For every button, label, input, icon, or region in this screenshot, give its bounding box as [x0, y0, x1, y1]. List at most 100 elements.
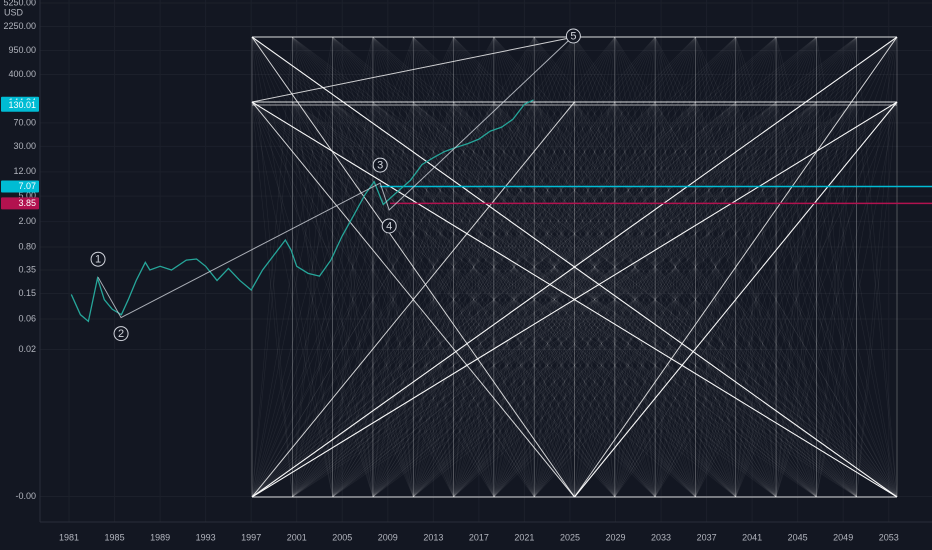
- fan-line: [654, 36, 898, 498]
- fan-line: [574, 101, 656, 498]
- fan-line: [493, 101, 616, 498]
- fan-line: [332, 36, 454, 498]
- x-tick-label: 2009: [378, 532, 398, 542]
- fan-line: [453, 101, 495, 498]
- fan-line: [372, 101, 898, 498]
- fan-line: [453, 36, 535, 498]
- fan-line: [251, 36, 454, 498]
- fan-line: [533, 101, 898, 498]
- fan-line: [413, 101, 817, 498]
- fan-line: [251, 101, 535, 498]
- fan-line: [292, 101, 736, 498]
- fan-line: [372, 101, 696, 498]
- fan-line: [614, 36, 656, 498]
- fan-line: [533, 101, 656, 498]
- fan-line: [574, 101, 817, 498]
- fan-line: [533, 36, 656, 498]
- fan-line: [493, 101, 857, 498]
- fan-line: [453, 36, 898, 498]
- fan-line: [493, 36, 616, 498]
- fan-line: [574, 101, 656, 498]
- fan-main-line: [251, 36, 575, 498]
- fan-line: [372, 101, 898, 498]
- fan-line: [332, 101, 374, 498]
- fan-line: [292, 101, 414, 498]
- fan-line: [251, 101, 293, 498]
- fan-line: [574, 101, 696, 498]
- fan-main-line: [574, 101, 898, 498]
- y-tick-label: -0.00: [15, 491, 36, 501]
- fan-line: [292, 101, 495, 498]
- y-tick-label: 2250.00: [3, 21, 36, 31]
- fan-line: [251, 36, 535, 498]
- x-tick-label: 1993: [196, 532, 216, 542]
- fan-line: [856, 101, 898, 498]
- fan-line: [372, 36, 495, 498]
- fan-line: [332, 36, 374, 498]
- fan-line: [816, 101, 898, 498]
- fan-line: [332, 36, 736, 498]
- fan-line: [292, 101, 817, 498]
- fan-line: [574, 101, 616, 498]
- fan-line: [372, 36, 616, 498]
- fan-line: [533, 101, 777, 498]
- fan-line: [574, 101, 777, 498]
- fan-line: [654, 36, 737, 498]
- fan-line: [574, 36, 616, 498]
- fan-line: [412, 36, 616, 498]
- fan-line: [292, 101, 616, 498]
- fan-line: [372, 36, 535, 498]
- fan-line: [574, 101, 696, 498]
- fan-line: [533, 101, 737, 498]
- fan-line: [332, 101, 454, 498]
- fan-line: [332, 36, 374, 498]
- fan-line: [735, 36, 857, 498]
- fan-line: [574, 101, 737, 498]
- fan-line: [332, 36, 898, 498]
- fan-line: [453, 101, 575, 498]
- fan-line: [332, 101, 414, 498]
- fan-line: [695, 101, 898, 498]
- price-tag-label: 130.01: [8, 100, 36, 110]
- fan-line: [412, 36, 454, 498]
- fan-line: [775, 101, 898, 498]
- fan-line: [292, 101, 414, 498]
- fan-line: [695, 101, 737, 498]
- fan-line: [332, 36, 575, 498]
- fan-line: [453, 101, 495, 498]
- fan-line: [332, 101, 857, 498]
- fan-line: [574, 36, 817, 498]
- fan-line: [292, 101, 656, 498]
- fan-line: [574, 36, 696, 498]
- y-tick-label: 5.00: [18, 191, 36, 201]
- fan-line: [332, 101, 736, 498]
- fan-line: [533, 36, 817, 498]
- fan-line: [292, 101, 656, 498]
- fan-line: [614, 101, 817, 498]
- fan-line: [614, 36, 656, 498]
- x-tick-label: 1981: [59, 532, 79, 542]
- fan-line: [695, 36, 857, 498]
- fan-line: [372, 36, 696, 498]
- wave-label: 2: [118, 328, 124, 340]
- fan-line: [251, 101, 495, 498]
- fan-line: [372, 36, 736, 498]
- y-tick-label: 0.02: [18, 344, 36, 354]
- fan-line: [292, 36, 898, 498]
- fan-line: [574, 36, 777, 498]
- fan-line: [292, 101, 898, 498]
- fan-line: [614, 101, 737, 498]
- fan-line: [453, 36, 575, 498]
- fan-line: [533, 36, 575, 498]
- fan-line: [413, 101, 696, 498]
- fan-line: [574, 36, 656, 498]
- fan-line: [654, 101, 737, 498]
- wave-line: [97, 35, 574, 319]
- fan-line: [292, 36, 333, 498]
- x-tick-label: 2045: [788, 532, 808, 542]
- fan-line: [251, 101, 616, 498]
- fan-line: [412, 36, 454, 498]
- fan-main-line: [251, 101, 575, 498]
- fan-line: [372, 36, 817, 498]
- fan-line: [453, 101, 898, 498]
